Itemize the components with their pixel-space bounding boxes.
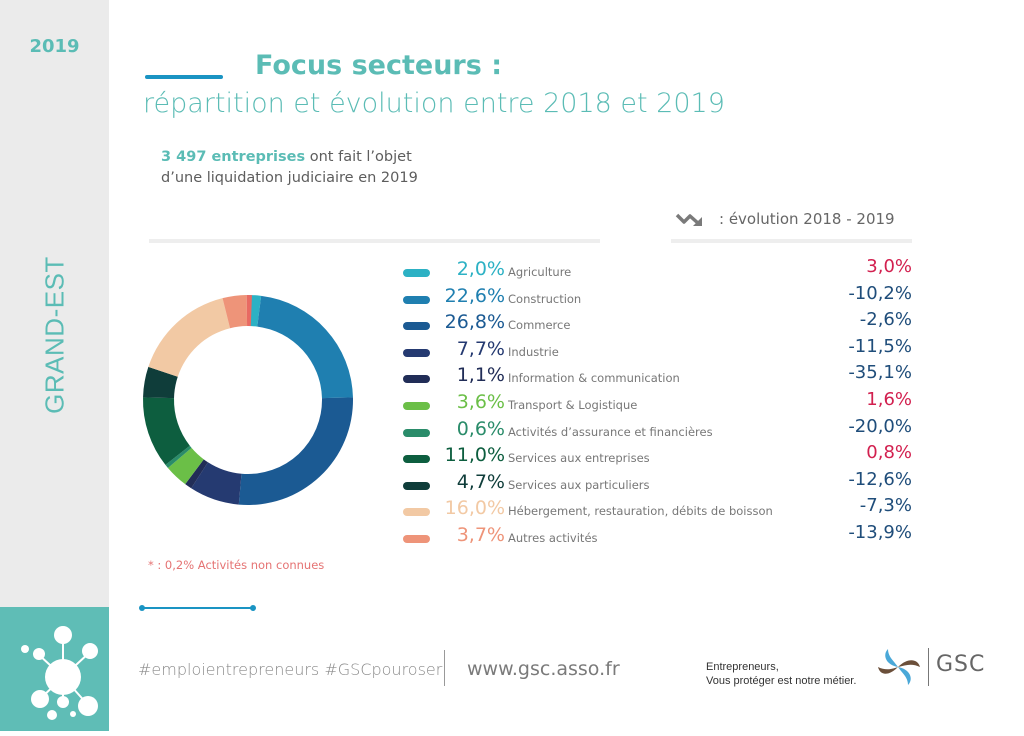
- evolution-value: -7,3%: [859, 495, 912, 517]
- legend-percentage: 7,7%: [456, 337, 505, 360]
- legend-item: 3,7% Autres activités: [403, 524, 923, 550]
- donut-slice: [238, 397, 353, 505]
- page-title: Focus secteurs :: [255, 50, 503, 81]
- legend-item: 7,7% Industrie: [403, 338, 923, 364]
- legend-label: Transport & Logistique: [508, 398, 638, 412]
- donut-slice: [246, 295, 252, 327]
- tagline: Entrepreneurs, Vous protéger est notre m…: [706, 660, 856, 688]
- evolution-value: -35,1%: [848, 362, 912, 384]
- legend-swatch: [403, 455, 430, 464]
- sidebar: 2019 GRAND-EST: [0, 0, 109, 607]
- intro-highlight: 3 497 entreprises: [161, 149, 306, 165]
- legend-item: 11,0% Services aux entreprises: [403, 444, 923, 470]
- donut-slice: [148, 298, 231, 377]
- legend-percentage: 2,0%: [456, 258, 505, 280]
- evolution-value: -12,6%: [848, 468, 912, 490]
- unknown-activities-note: * : 0,2% Activités non connues: [148, 558, 325, 572]
- donut-slice: [257, 295, 353, 399]
- gsc-logo-icon: [878, 649, 920, 685]
- legend-percentage: 26,8%: [444, 311, 505, 334]
- trend-down-icon: [675, 213, 702, 226]
- evolution-value: -2,6%: [859, 309, 912, 331]
- legend-label: Services aux entreprises: [508, 451, 650, 466]
- network-icon: [21, 626, 98, 720]
- donut-slice: [165, 445, 192, 468]
- legend-percentage: 11,0%: [444, 444, 505, 467]
- legend-swatch: [403, 428, 430, 437]
- legend-swatch: [403, 402, 430, 410]
- evolution-value: 3,0%: [866, 256, 912, 277]
- donut-chart: [143, 295, 353, 505]
- legend-label: Hébergement, restauration, débits de boi…: [508, 504, 773, 519]
- evolution-value: -11,5%: [848, 335, 912, 357]
- legend-item: 22,6% Construction: [403, 285, 923, 311]
- evolution-value: -13,9%: [848, 522, 912, 543]
- legend-label: Commerce: [508, 318, 571, 333]
- intro-line1: ont fait l’objet: [305, 149, 412, 165]
- brand-name: GSC: [936, 652, 986, 677]
- legend-percentage: 16,0%: [444, 497, 505, 520]
- legend-swatch: [403, 375, 430, 384]
- year-label: 2019: [29, 36, 80, 57]
- legend-swatch: [403, 508, 430, 517]
- donut-slice: [167, 447, 204, 485]
- donut-slice: [143, 397, 190, 465]
- legend-item: 26,8% Commerce: [403, 311, 923, 337]
- legend-label: Services aux particuliers: [508, 477, 650, 492]
- tagline-line2: Vous protéger est notre métier.: [706, 675, 857, 687]
- donut-slice: [191, 462, 242, 505]
- legend-item: 2,0% Agriculture: [403, 258, 923, 284]
- legend-percentage: 0,6%: [456, 417, 505, 440]
- legend-percentage: 22,6%: [444, 284, 505, 307]
- title-accent-line: [145, 75, 223, 79]
- divider-right: [671, 239, 912, 243]
- legend-swatch: [403, 348, 430, 357]
- legend-item: 16,0% Hébergement, restauration, débits d…: [403, 497, 923, 523]
- legend-label: Activités d’assurance et financières: [508, 424, 713, 439]
- legend-label: Construction: [508, 291, 582, 306]
- donut-slice: [222, 295, 248, 329]
- evolution-value: -20,0%: [848, 415, 912, 437]
- legend-percentage: 4,7%: [456, 470, 505, 493]
- legend-label: Agriculture: [508, 265, 572, 279]
- hashtags: #emploientrepreneurs #GSCpouroser: [138, 660, 443, 679]
- legend-swatch: [403, 322, 430, 331]
- legend-percentage: 1,1%: [456, 364, 505, 387]
- evolution-value: 1,6%: [866, 389, 912, 410]
- legend-item: 1,1% Information & communication: [403, 364, 923, 390]
- intro-text: 3 497 entreprises ont fait l’objet d’une…: [161, 147, 418, 189]
- donut-slice: [143, 366, 178, 399]
- legend-label: Industrie: [508, 344, 559, 359]
- legend-percentage: 3,6%: [456, 391, 505, 413]
- evolution-value: 0,8%: [866, 442, 912, 464]
- legend-swatch: [403, 481, 430, 490]
- intro-line2: d’une liquidation judiciaire en 2019: [161, 170, 418, 186]
- decorative-dot-line: [139, 605, 256, 611]
- legend-item: 4,7% Services aux particuliers: [403, 471, 923, 497]
- region-label: GRAND-EST: [39, 256, 70, 414]
- evolution-heading-text: : évolution 2018 - 2019: [719, 210, 895, 228]
- legend-swatch: [403, 269, 430, 277]
- donut-slice: [185, 459, 208, 489]
- evolution-value: -10,2%: [848, 282, 912, 304]
- legend-label: Information & communication: [508, 371, 680, 386]
- legend-item: 3,6% Transport & Logistique: [403, 391, 923, 417]
- gsc-separator: [928, 648, 929, 686]
- legend-label: Autres activités: [508, 531, 598, 545]
- evolution-heading: : évolution 2018 - 2019: [675, 210, 895, 228]
- network-logo-box: [0, 607, 109, 731]
- legend-swatch: [403, 535, 430, 543]
- legend-swatch: [403, 295, 430, 304]
- divider-left: [149, 239, 600, 243]
- tagline-line1: Entrepreneurs,: [706, 661, 779, 673]
- page-subtitle: répartition et évolution entre 2018 et 2…: [143, 88, 725, 119]
- legend-percentage: 3,7%: [456, 524, 505, 546]
- website-link[interactable]: www.gsc.asso.fr: [467, 658, 620, 680]
- footer-separator: [444, 650, 445, 686]
- legend-item: 0,6% Activités d’assurance et financières: [403, 418, 923, 444]
